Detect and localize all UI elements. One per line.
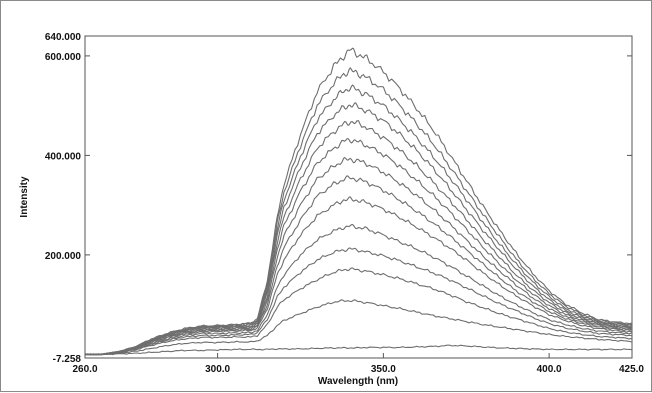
y-axis-ticks: 640.000 600.000 400.000 200.000 -7.258	[45, 32, 632, 365]
spectrum-line-4	[84, 247, 633, 356]
spectrum-line-2	[84, 299, 633, 356]
x-tick-label: 300.0	[205, 364, 230, 375]
x-axis-ticks: 260.0 300.0 350.0 400.0 425.0	[72, 353, 644, 375]
spectrum-line-5	[84, 223, 633, 356]
x-axis-title: Wavelength (nm)	[318, 376, 398, 387]
x-tick-label: 350.0	[371, 364, 396, 375]
series-layer	[84, 47, 633, 356]
x-tick-label: 400.0	[537, 364, 562, 375]
x-tick-label: 425.0	[619, 364, 644, 375]
spectrum-line-9	[84, 137, 633, 356]
spectrum-line-7	[84, 175, 632, 356]
spectrum-line-12	[84, 84, 633, 356]
y-tick-label: 600.000	[45, 52, 82, 63]
x-tick-label: 260.0	[72, 364, 97, 375]
y-tick-label: 400.000	[45, 151, 82, 162]
y-tick-label: 640.000	[45, 32, 82, 43]
y-axis-title: Intensity	[19, 176, 30, 218]
spectrum-line-1	[85, 344, 633, 356]
spectrum-line-10	[84, 120, 633, 356]
y-tick-label: 200.000	[45, 251, 82, 262]
spectrum-line-14	[84, 47, 633, 356]
y-tick-label: -7.258	[53, 354, 82, 365]
spectrum-line-3	[84, 267, 633, 356]
